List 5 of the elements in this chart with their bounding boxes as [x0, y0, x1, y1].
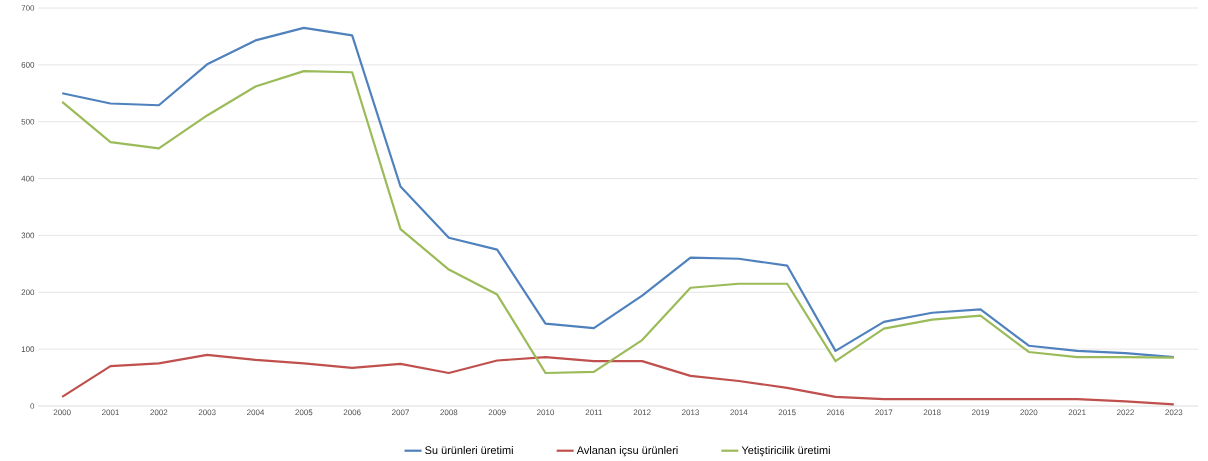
line-series: [61, 70, 1175, 375]
legend-label: Avlanan içsu ürünleri: [576, 446, 678, 457]
legend-label: Yetiştiricilik üretimi: [741, 446, 830, 457]
line-series: [61, 26, 1175, 359]
legend-label: Su ürünleri üretimi: [425, 446, 513, 455]
